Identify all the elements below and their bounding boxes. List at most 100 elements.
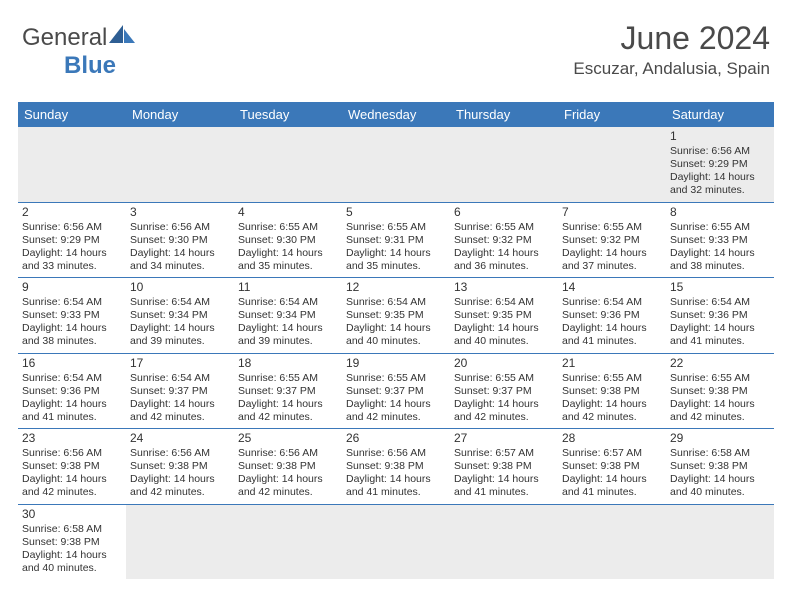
day-number: 4 [238, 205, 338, 220]
daylight-text: Daylight: 14 hours [22, 549, 122, 562]
calendar-empty-cell [234, 504, 342, 579]
sunrise-text: Sunrise: 6:54 AM [22, 296, 122, 309]
sunrise-text: Sunrise: 6:57 AM [562, 447, 662, 460]
daylight-text: and 39 minutes. [130, 335, 230, 348]
weekday-header: Thursday [450, 102, 558, 127]
daylight-text: Daylight: 14 hours [562, 473, 662, 486]
daylight-text: and 42 minutes. [130, 411, 230, 424]
calendar-empty-cell [234, 127, 342, 202]
day-number: 2 [22, 205, 122, 220]
day-number: 20 [454, 356, 554, 371]
day-number: 21 [562, 356, 662, 371]
day-number: 1 [670, 129, 770, 144]
daylight-text: and 34 minutes. [130, 260, 230, 273]
sunrise-text: Sunrise: 6:55 AM [670, 221, 770, 234]
brand-logo: GeneralBlue [22, 24, 135, 80]
daylight-text: Daylight: 14 hours [22, 473, 122, 486]
daylight-text: and 41 minutes. [562, 335, 662, 348]
calendar-day-cell: 20Sunrise: 6:55 AMSunset: 9:37 PMDayligh… [450, 353, 558, 429]
day-number: 9 [22, 280, 122, 295]
calendar-empty-cell [126, 504, 234, 579]
day-number: 26 [346, 431, 446, 446]
calendar-day-cell: 22Sunrise: 6:55 AMSunset: 9:38 PMDayligh… [666, 353, 774, 429]
daylight-text: Daylight: 14 hours [22, 398, 122, 411]
weekday-header: Tuesday [234, 102, 342, 127]
day-number: 27 [454, 431, 554, 446]
day-number: 7 [562, 205, 662, 220]
sunrise-text: Sunrise: 6:54 AM [130, 372, 230, 385]
sunrise-text: Sunrise: 6:55 AM [346, 221, 446, 234]
sunrise-text: Sunrise: 6:56 AM [22, 221, 122, 234]
weekday-header: Friday [558, 102, 666, 127]
sunrise-text: Sunrise: 6:55 AM [238, 221, 338, 234]
daylight-text: and 40 minutes. [22, 562, 122, 575]
calendar-table: SundayMondayTuesdayWednesdayThursdayFrid… [18, 102, 774, 579]
sunrise-text: Sunrise: 6:55 AM [346, 372, 446, 385]
sunset-text: Sunset: 9:37 PM [238, 385, 338, 398]
day-number: 22 [670, 356, 770, 371]
calendar-empty-cell [450, 127, 558, 202]
sunrise-text: Sunrise: 6:54 AM [238, 296, 338, 309]
daylight-text: and 35 minutes. [238, 260, 338, 273]
sunrise-text: Sunrise: 6:55 AM [238, 372, 338, 385]
day-number: 30 [22, 507, 122, 522]
day-number: 12 [346, 280, 446, 295]
calendar-day-cell: 28Sunrise: 6:57 AMSunset: 9:38 PMDayligh… [558, 429, 666, 505]
sunset-text: Sunset: 9:36 PM [670, 309, 770, 322]
calendar-empty-cell [450, 504, 558, 579]
weekday-header: Sunday [18, 102, 126, 127]
sunrise-text: Sunrise: 6:56 AM [346, 447, 446, 460]
daylight-text: Daylight: 14 hours [670, 171, 770, 184]
daylight-text: Daylight: 14 hours [670, 398, 770, 411]
daylight-text: and 41 minutes. [454, 486, 554, 499]
sunset-text: Sunset: 9:38 PM [22, 536, 122, 549]
daylight-text: Daylight: 14 hours [346, 247, 446, 260]
day-number: 18 [238, 356, 338, 371]
sunrise-text: Sunrise: 6:55 AM [562, 372, 662, 385]
daylight-text: Daylight: 14 hours [238, 247, 338, 260]
calendar-day-cell: 25Sunrise: 6:56 AMSunset: 9:38 PMDayligh… [234, 429, 342, 505]
sunset-text: Sunset: 9:30 PM [130, 234, 230, 247]
sail-icon [109, 24, 135, 52]
brand-text: GeneralBlue [22, 24, 135, 80]
daylight-text: Daylight: 14 hours [670, 322, 770, 335]
daylight-text: and 42 minutes. [238, 411, 338, 424]
daylight-text: and 41 minutes. [670, 335, 770, 348]
daylight-text: and 38 minutes. [22, 335, 122, 348]
calendar-day-cell: 1Sunrise: 6:56 AMSunset: 9:29 PMDaylight… [666, 127, 774, 202]
calendar-day-cell: 21Sunrise: 6:55 AMSunset: 9:38 PMDayligh… [558, 353, 666, 429]
calendar-empty-cell [558, 504, 666, 579]
calendar-empty-cell [18, 127, 126, 202]
calendar-day-cell: 5Sunrise: 6:55 AMSunset: 9:31 PMDaylight… [342, 202, 450, 278]
sunrise-text: Sunrise: 6:56 AM [670, 145, 770, 158]
calendar-day-cell: 17Sunrise: 6:54 AMSunset: 9:37 PMDayligh… [126, 353, 234, 429]
calendar-week-row: 9Sunrise: 6:54 AMSunset: 9:33 PMDaylight… [18, 278, 774, 354]
calendar-day-cell: 2Sunrise: 6:56 AMSunset: 9:29 PMDaylight… [18, 202, 126, 278]
daylight-text: Daylight: 14 hours [238, 322, 338, 335]
calendar-day-cell: 10Sunrise: 6:54 AMSunset: 9:34 PMDayligh… [126, 278, 234, 354]
sunset-text: Sunset: 9:35 PM [454, 309, 554, 322]
sunrise-text: Sunrise: 6:54 AM [22, 372, 122, 385]
calendar-day-cell: 27Sunrise: 6:57 AMSunset: 9:38 PMDayligh… [450, 429, 558, 505]
daylight-text: and 41 minutes. [562, 486, 662, 499]
daylight-text: Daylight: 14 hours [130, 473, 230, 486]
daylight-text: Daylight: 14 hours [454, 322, 554, 335]
sunrise-text: Sunrise: 6:55 AM [454, 372, 554, 385]
daylight-text: Daylight: 14 hours [454, 247, 554, 260]
calendar-day-cell: 16Sunrise: 6:54 AMSunset: 9:36 PMDayligh… [18, 353, 126, 429]
day-number: 6 [454, 205, 554, 220]
sunset-text: Sunset: 9:38 PM [454, 460, 554, 473]
calendar-day-cell: 18Sunrise: 6:55 AMSunset: 9:37 PMDayligh… [234, 353, 342, 429]
brand-part1: General [22, 24, 107, 51]
sunset-text: Sunset: 9:33 PM [670, 234, 770, 247]
day-number: 17 [130, 356, 230, 371]
sunset-text: Sunset: 9:36 PM [22, 385, 122, 398]
sunset-text: Sunset: 9:38 PM [670, 385, 770, 398]
calendar-day-cell: 24Sunrise: 6:56 AMSunset: 9:38 PMDayligh… [126, 429, 234, 505]
calendar-day-cell: 23Sunrise: 6:56 AMSunset: 9:38 PMDayligh… [18, 429, 126, 505]
daylight-text: and 32 minutes. [670, 184, 770, 197]
day-number: 29 [670, 431, 770, 446]
calendar-day-cell: 15Sunrise: 6:54 AMSunset: 9:36 PMDayligh… [666, 278, 774, 354]
calendar-day-cell: 4Sunrise: 6:55 AMSunset: 9:30 PMDaylight… [234, 202, 342, 278]
calendar-day-cell: 11Sunrise: 6:54 AMSunset: 9:34 PMDayligh… [234, 278, 342, 354]
